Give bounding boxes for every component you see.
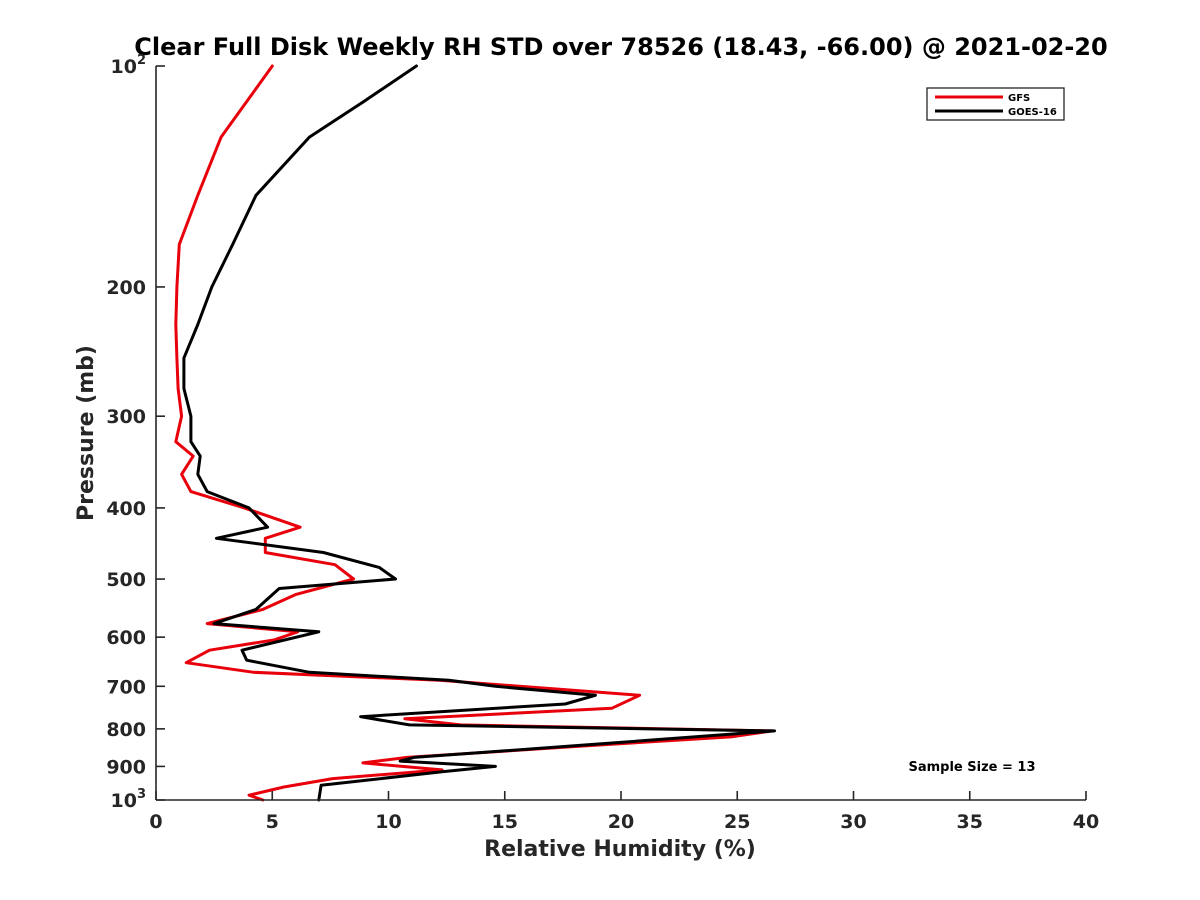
- x-tick-label: 15: [492, 811, 518, 833]
- y-tick-label: 800: [106, 719, 146, 741]
- x-tick-label: 35: [957, 811, 983, 833]
- series-layer: [174, 64, 776, 802]
- legend-label-goes16: GOES-16: [1008, 107, 1057, 118]
- x-tick-label: 20: [608, 811, 634, 833]
- x-axis-ticks: 0 5 10 15 20 25 30 35 40: [149, 791, 1099, 833]
- legend-label-gfs: GFS: [1008, 93, 1030, 104]
- plot-area: 0 5 10 15 20 25 30 35 40 102 200 300 400 500 600 700 80…: [106, 53, 1099, 833]
- y-tick-label: 400: [106, 498, 146, 520]
- y-axis-ticks: 102 200 300 400 500 600 700 800 900 103: [106, 53, 165, 812]
- legend: GFS GOES-16: [926, 87, 1065, 121]
- x-tick-label: 40: [1073, 811, 1099, 833]
- x-tick-label: 25: [724, 811, 750, 833]
- y-tick-label: 500: [106, 569, 146, 591]
- axes-layer: [155, 66, 1086, 801]
- x-tick-label: 10: [375, 811, 401, 833]
- legend-box: [926, 87, 1065, 121]
- y-tick-label: 102: [111, 53, 147, 78]
- chart-title: Clear Full Disk Weekly RH STD over 78526…: [134, 33, 1107, 61]
- y-tick-label: 103: [111, 787, 147, 812]
- x-axis-label: Relative Humidity (%): [484, 837, 756, 862]
- x-tick-label: 30: [840, 811, 866, 833]
- y-tick-label: 900: [106, 756, 146, 778]
- y-tick-label: 600: [106, 627, 146, 649]
- y-tick-label: 200: [106, 277, 146, 299]
- y-tick-label: 700: [106, 676, 146, 698]
- sample-size-annotation: Sample Size = 13: [908, 760, 1035, 775]
- y-tick-label: 300: [106, 406, 146, 428]
- series-line-gfs: [174, 64, 774, 802]
- x-tick-label: 0: [149, 811, 162, 833]
- y-axis-label: Pressure (mb): [74, 345, 99, 521]
- x-tick-label: 5: [266, 811, 279, 833]
- series-line-goes16: [182, 64, 776, 802]
